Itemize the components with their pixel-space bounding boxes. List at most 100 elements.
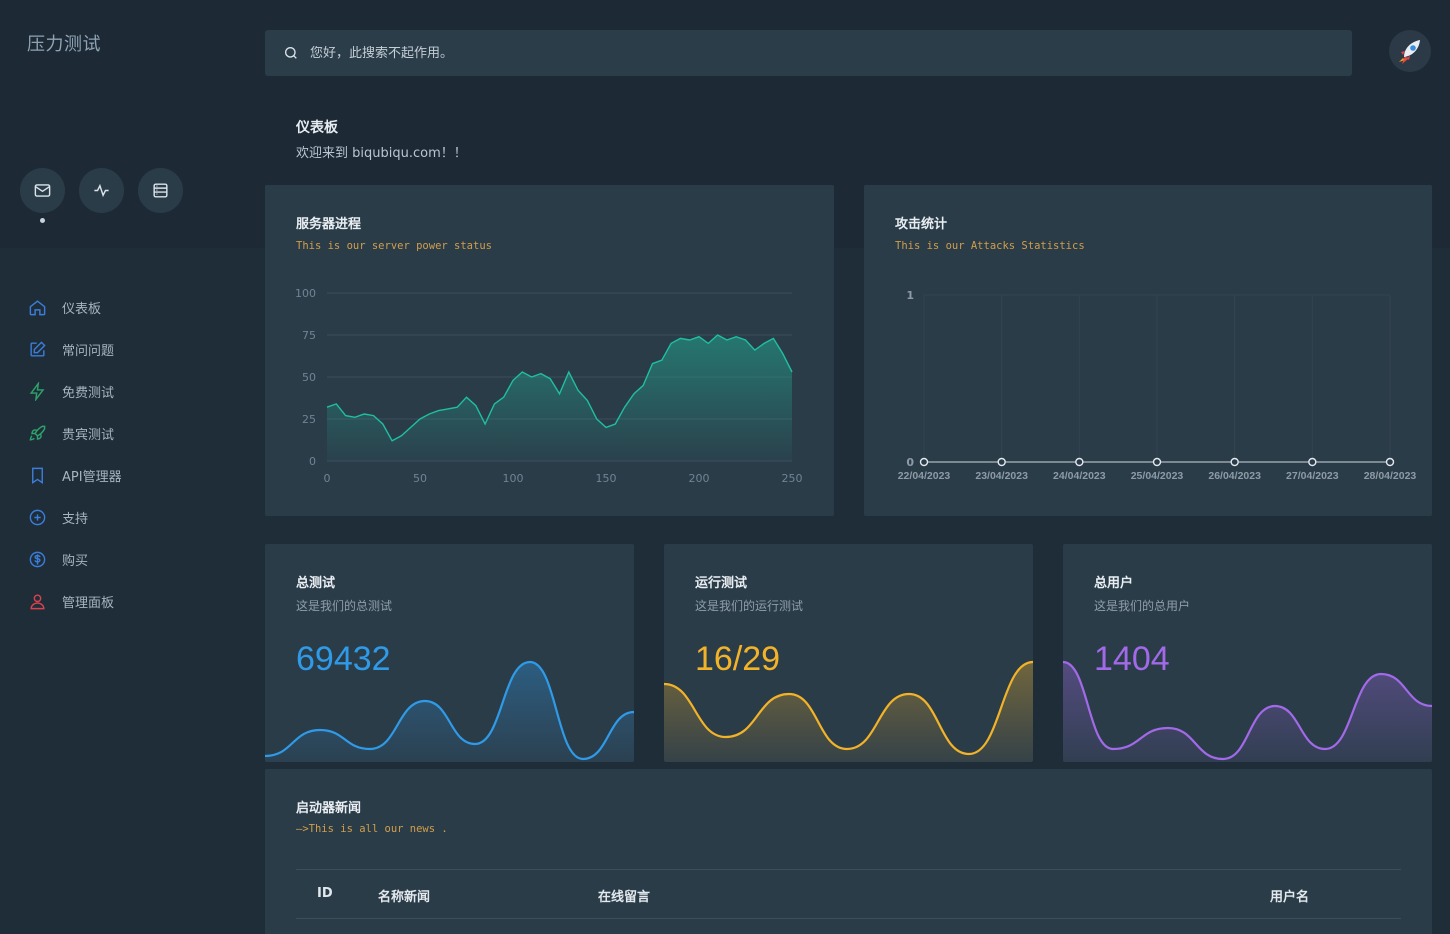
server-button[interactable] bbox=[138, 168, 183, 213]
card-title: 服务器进程 bbox=[296, 217, 362, 232]
home-icon bbox=[27, 297, 47, 317]
sidebar-item-vip-test[interactable]: 贵宾测试 bbox=[27, 412, 247, 454]
wave-area bbox=[265, 662, 634, 762]
x-tick-label: 26/04/2023 bbox=[1208, 470, 1261, 482]
wave-chart bbox=[664, 660, 1033, 762]
column-header-username[interactable]: 用户名 bbox=[1270, 890, 1310, 905]
zap-icon bbox=[27, 381, 47, 401]
card-subtitle: 这是我们的总测试 bbox=[296, 599, 393, 613]
data-point bbox=[1385, 457, 1395, 467]
attack-stats-card: 攻击统计 This is our Attacks Statistics 0 1 22… bbox=[864, 185, 1432, 516]
search-bar[interactable] bbox=[265, 30, 1352, 76]
column-header-id[interactable]: ID bbox=[317, 886, 333, 901]
server-status-card: 服务器进程 This is our server power status 0 2… bbox=[265, 185, 834, 516]
news-table-header: ID 名称新闻 在线留言 用户名 bbox=[296, 869, 1401, 919]
page-subtitle: 欢迎来到 biqubiqu.com！！ bbox=[296, 146, 467, 161]
stat-card-total-tests: 总测试 这是我们的总测试 69432 bbox=[265, 544, 634, 762]
rocket-avatar-icon bbox=[1399, 40, 1420, 64]
sidebar-item-label: 管理面板 bbox=[62, 595, 115, 611]
sidebar-nav: 仪表板 常问问题 免费测试 贵宾测试 API管理器 支持 购买 管理面板 bbox=[27, 286, 247, 622]
mail-icon bbox=[34, 184, 51, 197]
sidebar-item-label: 支持 bbox=[62, 511, 89, 527]
data-point bbox=[1075, 457, 1084, 467]
stat-value: 1404 bbox=[1094, 640, 1170, 678]
data-point bbox=[1152, 457, 1162, 467]
wave-area bbox=[664, 662, 1033, 762]
rocket-icon bbox=[27, 423, 47, 443]
mail-button[interactable] bbox=[20, 168, 65, 213]
active-indicator-dot bbox=[40, 218, 45, 223]
x-tick-label: 0 bbox=[324, 472, 331, 485]
y-tick-label: 1 bbox=[906, 289, 914, 302]
card-title: 总用户 bbox=[1094, 576, 1134, 591]
sidebar-item-label: API管理器 bbox=[62, 469, 122, 485]
y-tick-label: 100 bbox=[295, 287, 316, 300]
server-area-chart: 0 25 50 75 100 0 50 100 150 200 250 bbox=[295, 287, 803, 485]
y-tick-label: 75 bbox=[302, 329, 316, 342]
x-tick-label: 22/04/2023 bbox=[898, 470, 951, 482]
card-subtitle: This is our Attacks Statistics bbox=[895, 240, 1085, 252]
activity-button[interactable] bbox=[79, 168, 124, 213]
column-header-news-name[interactable]: 名称新闻 bbox=[378, 890, 431, 905]
stat-value: 69432 bbox=[296, 640, 391, 678]
y-tick-label: 25 bbox=[302, 413, 316, 426]
sidebar-item-free-test[interactable]: 免费测试 bbox=[27, 370, 247, 412]
plus-circle-icon bbox=[27, 507, 47, 527]
dollar-icon bbox=[27, 549, 47, 569]
y-tick-label: 50 bbox=[302, 371, 316, 384]
x-tick-label: 150 bbox=[596, 472, 617, 485]
wave-chart bbox=[265, 660, 634, 762]
card-title: 总测试 bbox=[296, 576, 336, 591]
data-point bbox=[919, 457, 929, 467]
sidebar-item-label: 贵宾测试 bbox=[62, 427, 115, 443]
search-input[interactable] bbox=[310, 45, 1210, 61]
x-tick-label: 50 bbox=[413, 472, 427, 485]
sidebar-item-api-manager[interactable]: API管理器 bbox=[27, 454, 247, 496]
wave-line bbox=[1063, 660, 1432, 761]
sidebar-item-label: 购买 bbox=[62, 553, 89, 569]
card-subtitle: —>This is all our news . bbox=[296, 823, 448, 835]
sidebar-item-purchase[interactable]: 购买 bbox=[27, 538, 247, 580]
sidebar-item-faq[interactable]: 常问问题 bbox=[27, 328, 247, 370]
card-title: 运行测试 bbox=[695, 576, 748, 591]
wave-chart bbox=[1063, 660, 1432, 762]
x-tick-label: 28/04/2023 bbox=[1364, 470, 1417, 482]
sidebar-item-admin-panel[interactable]: 管理面板 bbox=[27, 580, 247, 622]
data-point bbox=[1308, 457, 1317, 467]
x-tick-label: 250 bbox=[782, 472, 803, 485]
x-tick-label: 200 bbox=[689, 472, 710, 485]
card-subtitle: 这是我们的总用户 bbox=[1094, 599, 1191, 613]
bookmark-icon bbox=[27, 465, 47, 485]
series-area bbox=[327, 335, 792, 461]
search-icon bbox=[285, 47, 297, 59]
sidebar-item-dashboard[interactable]: 仪表板 bbox=[27, 286, 247, 328]
x-tick-label: 24/04/2023 bbox=[1053, 470, 1106, 482]
server-icon bbox=[153, 183, 168, 198]
attack-line-chart: 0 1 22/04/2023 23/04/2023 24/04/2023 25/04/20… bbox=[898, 289, 1417, 482]
edit-icon bbox=[27, 339, 47, 359]
stat-card-running-tests: 运行测试 这是我们的运行测试 16/29 bbox=[664, 544, 1033, 762]
avatar[interactable] bbox=[1389, 30, 1431, 72]
column-header-message[interactable]: 在线留言 bbox=[598, 890, 651, 905]
x-tick-label: 25/04/2023 bbox=[1131, 470, 1184, 482]
page-title: 仪表板 bbox=[296, 120, 338, 136]
sidebar-item-label: 仪表板 bbox=[62, 301, 102, 317]
data-point bbox=[1230, 457, 1239, 467]
card-subtitle: 这是我们的运行测试 bbox=[695, 599, 804, 613]
card-subtitle: This is our server power status bbox=[296, 240, 492, 252]
sidebar-item-label: 免费测试 bbox=[62, 385, 115, 401]
x-tick-label: 27/04/2023 bbox=[1286, 470, 1339, 482]
wave-area bbox=[1063, 662, 1432, 762]
stat-card-total-users: 总用户 这是我们的总用户 1404 bbox=[1063, 544, 1432, 762]
sidebar-item-label: 常问问题 bbox=[62, 343, 115, 359]
activity-icon bbox=[94, 183, 109, 198]
app-title: 压力测试 bbox=[27, 34, 101, 55]
x-tick-label: 100 bbox=[503, 472, 524, 485]
y-tick-label: 0 bbox=[309, 455, 316, 468]
sidebar-item-support[interactable]: 支持 bbox=[27, 496, 247, 538]
x-tick-label: 23/04/2023 bbox=[975, 470, 1028, 482]
news-card: 启动器新闻 —>This is all our news . ID 名称新闻 在… bbox=[265, 769, 1432, 934]
data-point bbox=[997, 457, 1006, 467]
card-title: 启动器新闻 bbox=[296, 801, 362, 816]
user-icon bbox=[27, 591, 47, 611]
